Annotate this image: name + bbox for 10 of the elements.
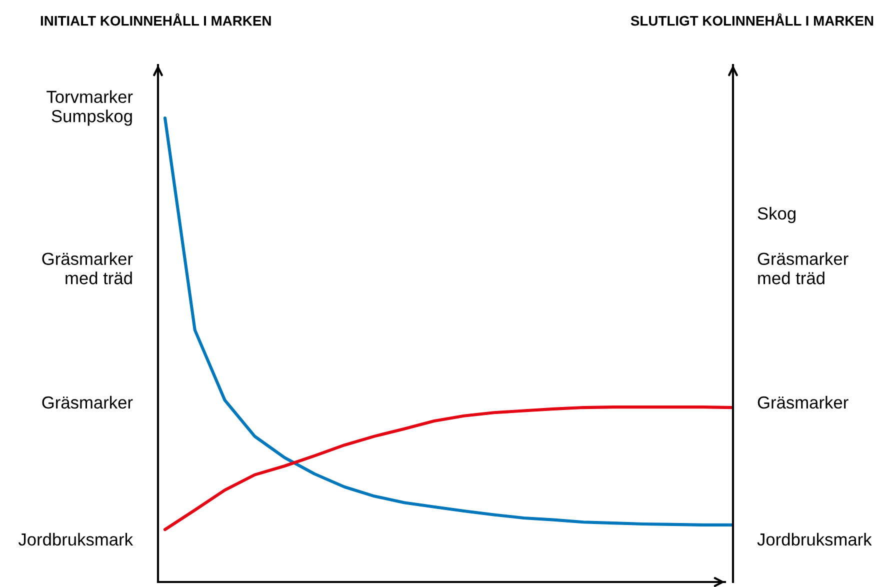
text: Torvmarker Sumpskog: [46, 90, 133, 126]
text: Gräsmarker med träd: [42, 252, 133, 284]
text: SLUTLIGT KOLINNEHÅLL I MARKEN: [630, 13, 874, 26]
text: Jordbruksmark: [18, 532, 134, 546]
text: Gräsmarker: [758, 396, 848, 409]
text: Skog: [758, 206, 796, 224]
text: Gräsmarker: [42, 396, 133, 409]
text: INITIALT KOLINNEHÅLL I MARKEN: [40, 13, 271, 26]
text: Gräsmarker med träd: [758, 252, 848, 284]
text: Jordbruksmark: [757, 532, 872, 546]
